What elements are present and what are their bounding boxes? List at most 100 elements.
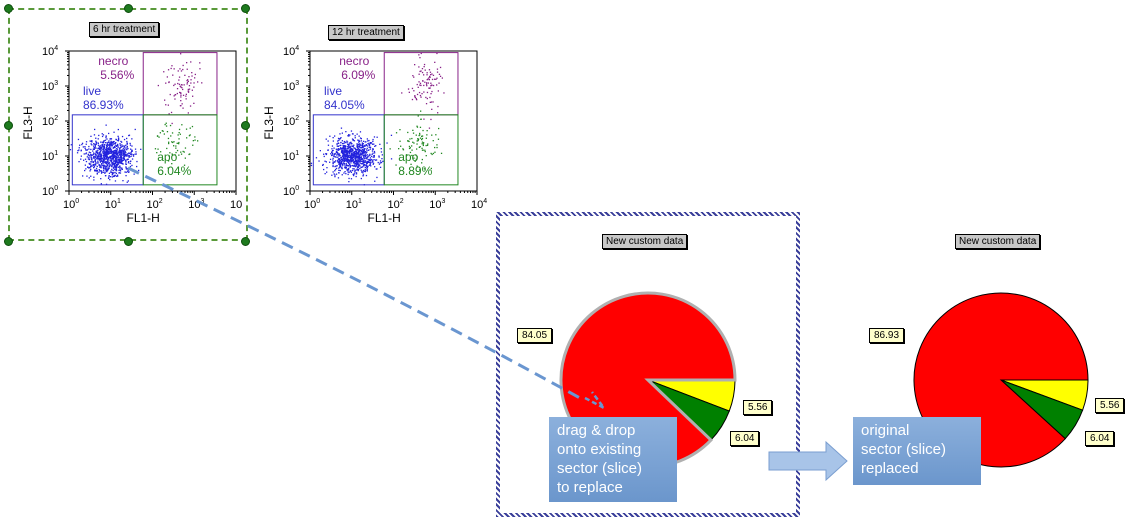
event-dot — [111, 155, 113, 157]
event-dot — [359, 158, 361, 160]
event-dot — [108, 140, 110, 142]
resize-handle-e[interactable] — [241, 121, 250, 130]
event-dot — [98, 153, 100, 155]
event-dot — [114, 168, 116, 171]
event-dot — [364, 148, 366, 150]
y-tick-label: 100 — [283, 185, 299, 198]
event-dot — [347, 151, 349, 153]
event-dot — [356, 168, 358, 170]
event-dot — [344, 146, 346, 148]
event-dot — [353, 173, 356, 175]
event-dot — [175, 147, 177, 149]
event-dot — [359, 149, 361, 152]
event-dot — [118, 148, 121, 150]
event-dot — [90, 154, 92, 156]
event-dot — [109, 152, 112, 154]
resize-handle-ne[interactable] — [241, 4, 250, 13]
event-dot — [110, 151, 112, 153]
event-dot — [360, 166, 362, 169]
event-dot — [110, 170, 112, 172]
event-dot — [115, 156, 118, 158]
event-dot — [340, 127, 343, 129]
event-dot — [116, 145, 118, 147]
event-dot — [100, 154, 102, 157]
event-dot — [334, 156, 336, 158]
event-dot — [186, 81, 189, 84]
event-dot — [351, 153, 353, 156]
scatter-plot-12hr[interactable]: 100100101101102102103103104104FL1-HFL3-H… — [262, 45, 487, 225]
callout-drag-line: to replace — [557, 479, 623, 496]
event-dot — [361, 149, 364, 151]
event-dot — [361, 163, 363, 165]
event-dot — [336, 149, 339, 151]
resize-handle-w[interactable] — [4, 121, 13, 130]
resize-handle-n[interactable] — [124, 4, 133, 13]
event-dot — [168, 81, 170, 84]
event-dot — [131, 150, 133, 152]
event-dot — [131, 158, 134, 160]
resize-handle-sw[interactable] — [4, 237, 13, 246]
event-dot — [108, 148, 110, 151]
event-dot — [425, 137, 427, 139]
event-dot — [103, 159, 105, 161]
event-dot — [129, 152, 131, 155]
event-dot — [439, 75, 442, 77]
scatter-plot-6hr[interactable]: 10010010110110210210310310104FL1-HFL3-Hn… — [21, 45, 242, 225]
event-dot — [177, 82, 179, 85]
event-dot — [344, 154, 346, 156]
event-dot — [374, 145, 376, 147]
event-dot — [379, 162, 381, 164]
event-dot — [157, 84, 159, 87]
event-dot — [375, 159, 377, 161]
pie-title-2[interactable]: New custom data — [955, 234, 1041, 249]
event-dot — [356, 133, 358, 135]
event-dot — [106, 163, 108, 165]
event-dot — [366, 169, 368, 171]
resize-handle-nw[interactable] — [4, 4, 13, 13]
event-dot — [104, 157, 106, 159]
event-dot — [85, 168, 87, 170]
event-dot — [104, 171, 106, 173]
event-dot — [426, 79, 428, 81]
plot-title-6hr[interactable]: 6 hr treatment — [89, 22, 160, 37]
event-dot — [332, 140, 334, 142]
event-dot — [367, 155, 369, 158]
event-dot — [106, 164, 109, 166]
event-dot — [191, 75, 193, 77]
pie1-label-apo: 6.04 — [730, 431, 760, 446]
plot-title-12hr[interactable]: 12 hr treatment — [328, 25, 404, 40]
event-dot — [107, 168, 110, 170]
event-dot — [112, 167, 115, 169]
event-dot — [370, 158, 372, 161]
event-dot — [112, 160, 115, 162]
result-block-arrow — [768, 440, 848, 482]
event-dot — [120, 158, 122, 160]
event-dot — [107, 165, 109, 167]
event-dot — [349, 160, 351, 163]
event-dot — [352, 139, 354, 142]
event-dot — [412, 132, 415, 134]
event-dot — [421, 147, 423, 149]
event-dot — [423, 118, 425, 120]
pie-title-1[interactable]: New custom data — [602, 234, 688, 249]
event-dot — [107, 163, 110, 165]
event-dot — [94, 170, 96, 172]
event-dot — [113, 166, 115, 168]
event-dot — [104, 152, 106, 154]
event-dot — [322, 164, 324, 166]
event-dot — [99, 150, 102, 153]
event-dot — [335, 167, 338, 170]
event-dot — [343, 142, 345, 145]
resize-handle-s[interactable] — [124, 237, 133, 246]
event-dot — [119, 160, 121, 162]
resize-handle-se[interactable] — [241, 237, 250, 246]
event-dot — [423, 91, 425, 93]
event-dot — [370, 161, 372, 163]
event-dot — [419, 134, 421, 136]
event-dot — [409, 147, 411, 149]
event-dot — [136, 165, 138, 168]
event-dot — [117, 175, 119, 177]
event-dot — [121, 159, 123, 162]
event-dot — [430, 74, 432, 76]
event-dot — [333, 161, 335, 163]
